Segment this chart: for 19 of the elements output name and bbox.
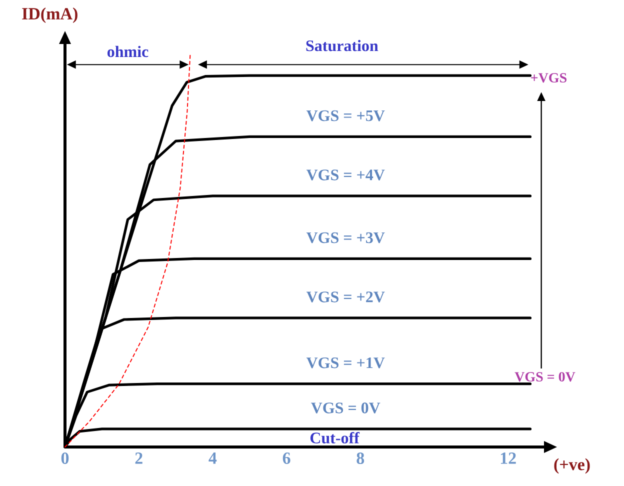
annotation: VGS = 0V xyxy=(514,372,576,382)
annotation: Cut-off xyxy=(310,432,360,444)
series-label: VGS = +5V xyxy=(306,110,385,122)
x-tick-label: 12 xyxy=(500,452,516,464)
series-label: VGS = +1V xyxy=(306,357,385,368)
series-label: VGS = 0V xyxy=(311,402,380,414)
annotation: ohmic xyxy=(108,46,148,58)
annotation: +VGS xyxy=(531,73,566,83)
text: Saturation xyxy=(306,40,378,52)
x-tick-label: 4 xyxy=(208,452,217,464)
x-tick-label: 2 xyxy=(135,452,142,464)
x-tick-label: 6 xyxy=(282,452,290,464)
x-tick-label: 8 xyxy=(356,452,364,464)
x-axis-title: (+ve) xyxy=(554,458,590,474)
series-label: VGS = +2V xyxy=(306,292,385,302)
series-label: VGS = +3V xyxy=(306,232,385,244)
x-tick-label: 0 xyxy=(61,452,69,464)
y-axis-title: ID(mA) xyxy=(22,8,78,23)
series-label: VGS = +4V xyxy=(306,170,385,180)
